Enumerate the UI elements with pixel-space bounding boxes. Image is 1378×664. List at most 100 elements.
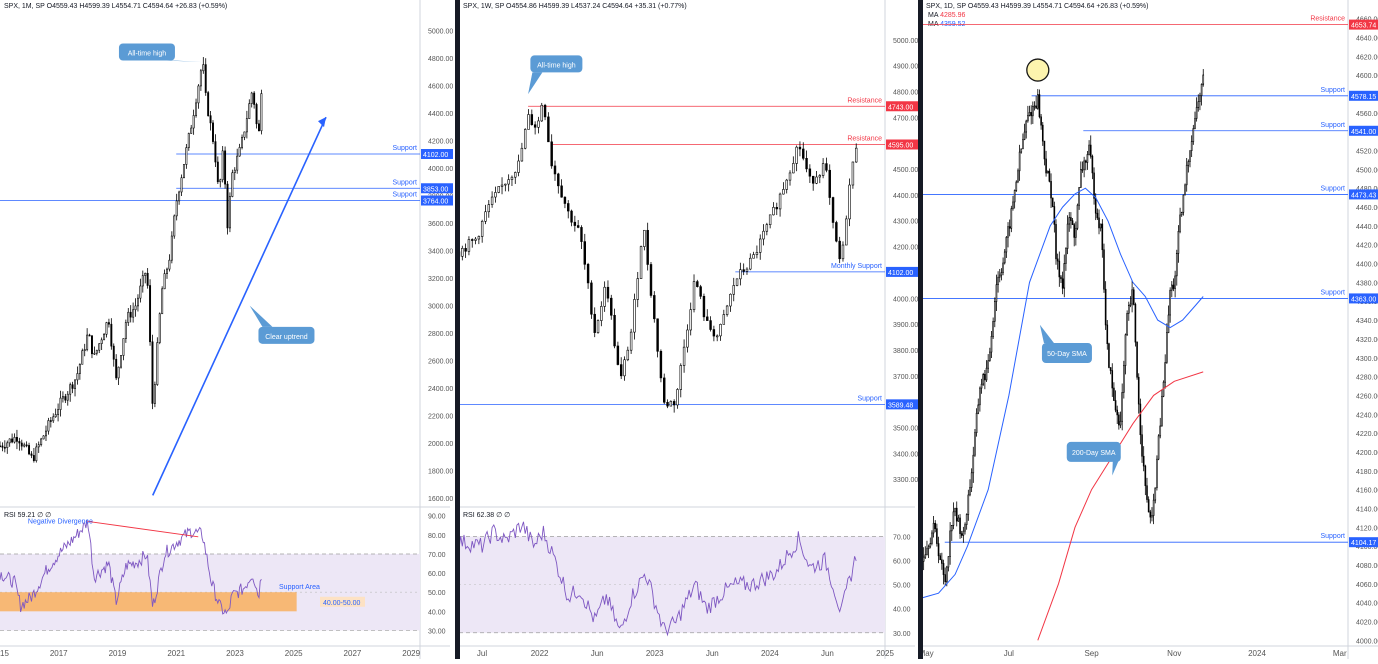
candle [18, 437, 21, 451]
candle-body [168, 259, 171, 270]
price-tick-label: 4640.00 [1356, 36, 1378, 43]
candle-body [1139, 403, 1142, 436]
candle-body [1002, 262, 1004, 273]
candle-body [1142, 455, 1145, 467]
candle-body [550, 141, 553, 167]
candle [13, 433, 16, 444]
rsi-tick-label: 90.00 [428, 514, 446, 521]
candle-body [0, 445, 1, 448]
price-tick-label: 4600.00 [428, 84, 453, 91]
candle-body [778, 193, 782, 210]
candle-body [982, 373, 985, 385]
candle [233, 167, 236, 181]
candle [86, 328, 89, 352]
candle [61, 391, 64, 403]
price-tick-label: 3000.00 [428, 304, 453, 311]
candle [112, 343, 115, 367]
candle-body [998, 274, 1001, 278]
candle [772, 202, 775, 216]
candle [243, 131, 246, 141]
candle-body [1084, 160, 1087, 163]
candle-body [1023, 131, 1026, 140]
level-label: Support [1320, 185, 1345, 192]
candle-body [1152, 499, 1155, 516]
candle-body [187, 133, 190, 148]
candle [626, 346, 630, 362]
candle [1159, 417, 1162, 439]
candle-body [173, 215, 176, 237]
candle-body [461, 248, 464, 257]
candle-body [563, 196, 567, 204]
pane-divider-right[interactable] [918, 0, 923, 659]
candle [818, 174, 822, 184]
price-tick-label: 5000.00 [893, 38, 918, 45]
candle-body [818, 175, 822, 178]
candle-body [207, 92, 210, 116]
candle [1146, 477, 1148, 503]
candle-body [596, 320, 600, 333]
candle-body [929, 543, 932, 548]
candle-body [474, 238, 477, 241]
pane-divider-left[interactable] [455, 0, 460, 659]
candle [580, 225, 583, 249]
candle-body [1015, 181, 1018, 191]
candle [782, 182, 785, 195]
candle [11, 433, 14, 444]
candle-body [1101, 223, 1104, 251]
candle [715, 334, 719, 342]
candle-body [28, 445, 31, 455]
candle [974, 428, 976, 457]
candle [1080, 161, 1082, 188]
candle [1022, 133, 1024, 150]
candle-body [1043, 140, 1046, 160]
level-label: Support [392, 191, 417, 198]
candle-body [156, 342, 159, 385]
candle-body [78, 363, 81, 374]
time-tick-label: Mar [1333, 649, 1347, 658]
candle-body [1080, 169, 1082, 188]
candle-body [139, 285, 142, 299]
candle [745, 267, 749, 275]
candle-body [1035, 105, 1037, 109]
candle-body [190, 127, 193, 134]
price-tick-label: 4200.00 [428, 139, 453, 146]
candle [1108, 342, 1110, 369]
candle-body [1078, 187, 1080, 206]
candle [8, 438, 11, 447]
candle-body [689, 309, 692, 331]
time-tick-label: 2023 [646, 649, 664, 658]
candle-body [659, 350, 663, 379]
candle-body [762, 230, 765, 240]
ath-callout-pointer [166, 60, 203, 63]
candle-body [1058, 260, 1061, 278]
candle-body [1048, 170, 1051, 182]
candle-body [1017, 170, 1019, 183]
candle [725, 304, 729, 317]
candle-body [949, 530, 951, 557]
price-tick-label: 3400.00 [893, 451, 918, 458]
candle [180, 174, 183, 197]
candle [1185, 157, 1188, 192]
candle-body [1189, 150, 1191, 162]
candle-body [557, 173, 560, 187]
candle-body [98, 343, 101, 351]
candle-body [221, 150, 224, 181]
candle-body [514, 172, 517, 178]
uptrend-callout: Clear uptrend [265, 334, 308, 341]
candle-body [926, 548, 928, 556]
candle-body [706, 316, 709, 321]
candle-body [626, 349, 630, 361]
support-area-box [0, 592, 297, 612]
candle-body [1166, 332, 1168, 363]
candle [1083, 156, 1085, 178]
candle [514, 171, 517, 184]
candle-body [1197, 101, 1200, 108]
candle-body [23, 444, 26, 447]
candle-body [1146, 485, 1148, 500]
candle-body [974, 432, 976, 456]
price-tick-label: 3200.00 [428, 276, 453, 283]
candle [600, 301, 603, 327]
candle-body [1073, 224, 1076, 238]
candle [682, 339, 686, 373]
candle-body [30, 453, 33, 456]
